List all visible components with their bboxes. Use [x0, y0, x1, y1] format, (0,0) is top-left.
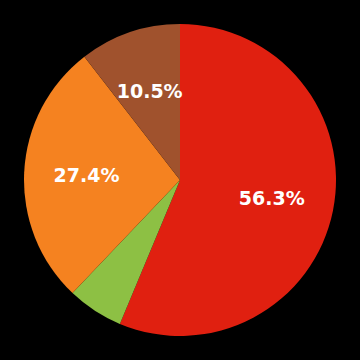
svg-text:56.3%: 56.3%: [239, 187, 305, 209]
svg-text:27.4%: 27.4%: [54, 164, 120, 186]
svg-text:10.5%: 10.5%: [117, 80, 183, 102]
